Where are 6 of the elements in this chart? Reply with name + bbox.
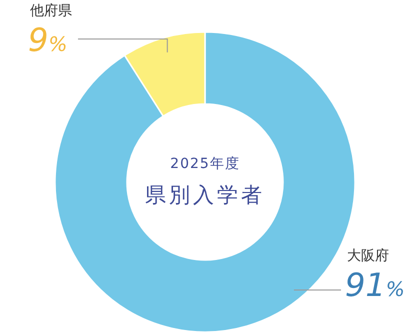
data-label: 91% [345,266,405,304]
data-label: 9% [28,21,68,59]
text: 県別入学者 [145,183,265,207]
slice-label: 他府県 [30,3,72,19]
slice-label: 大阪府 [347,248,389,264]
text: 2025年度 [170,156,240,172]
